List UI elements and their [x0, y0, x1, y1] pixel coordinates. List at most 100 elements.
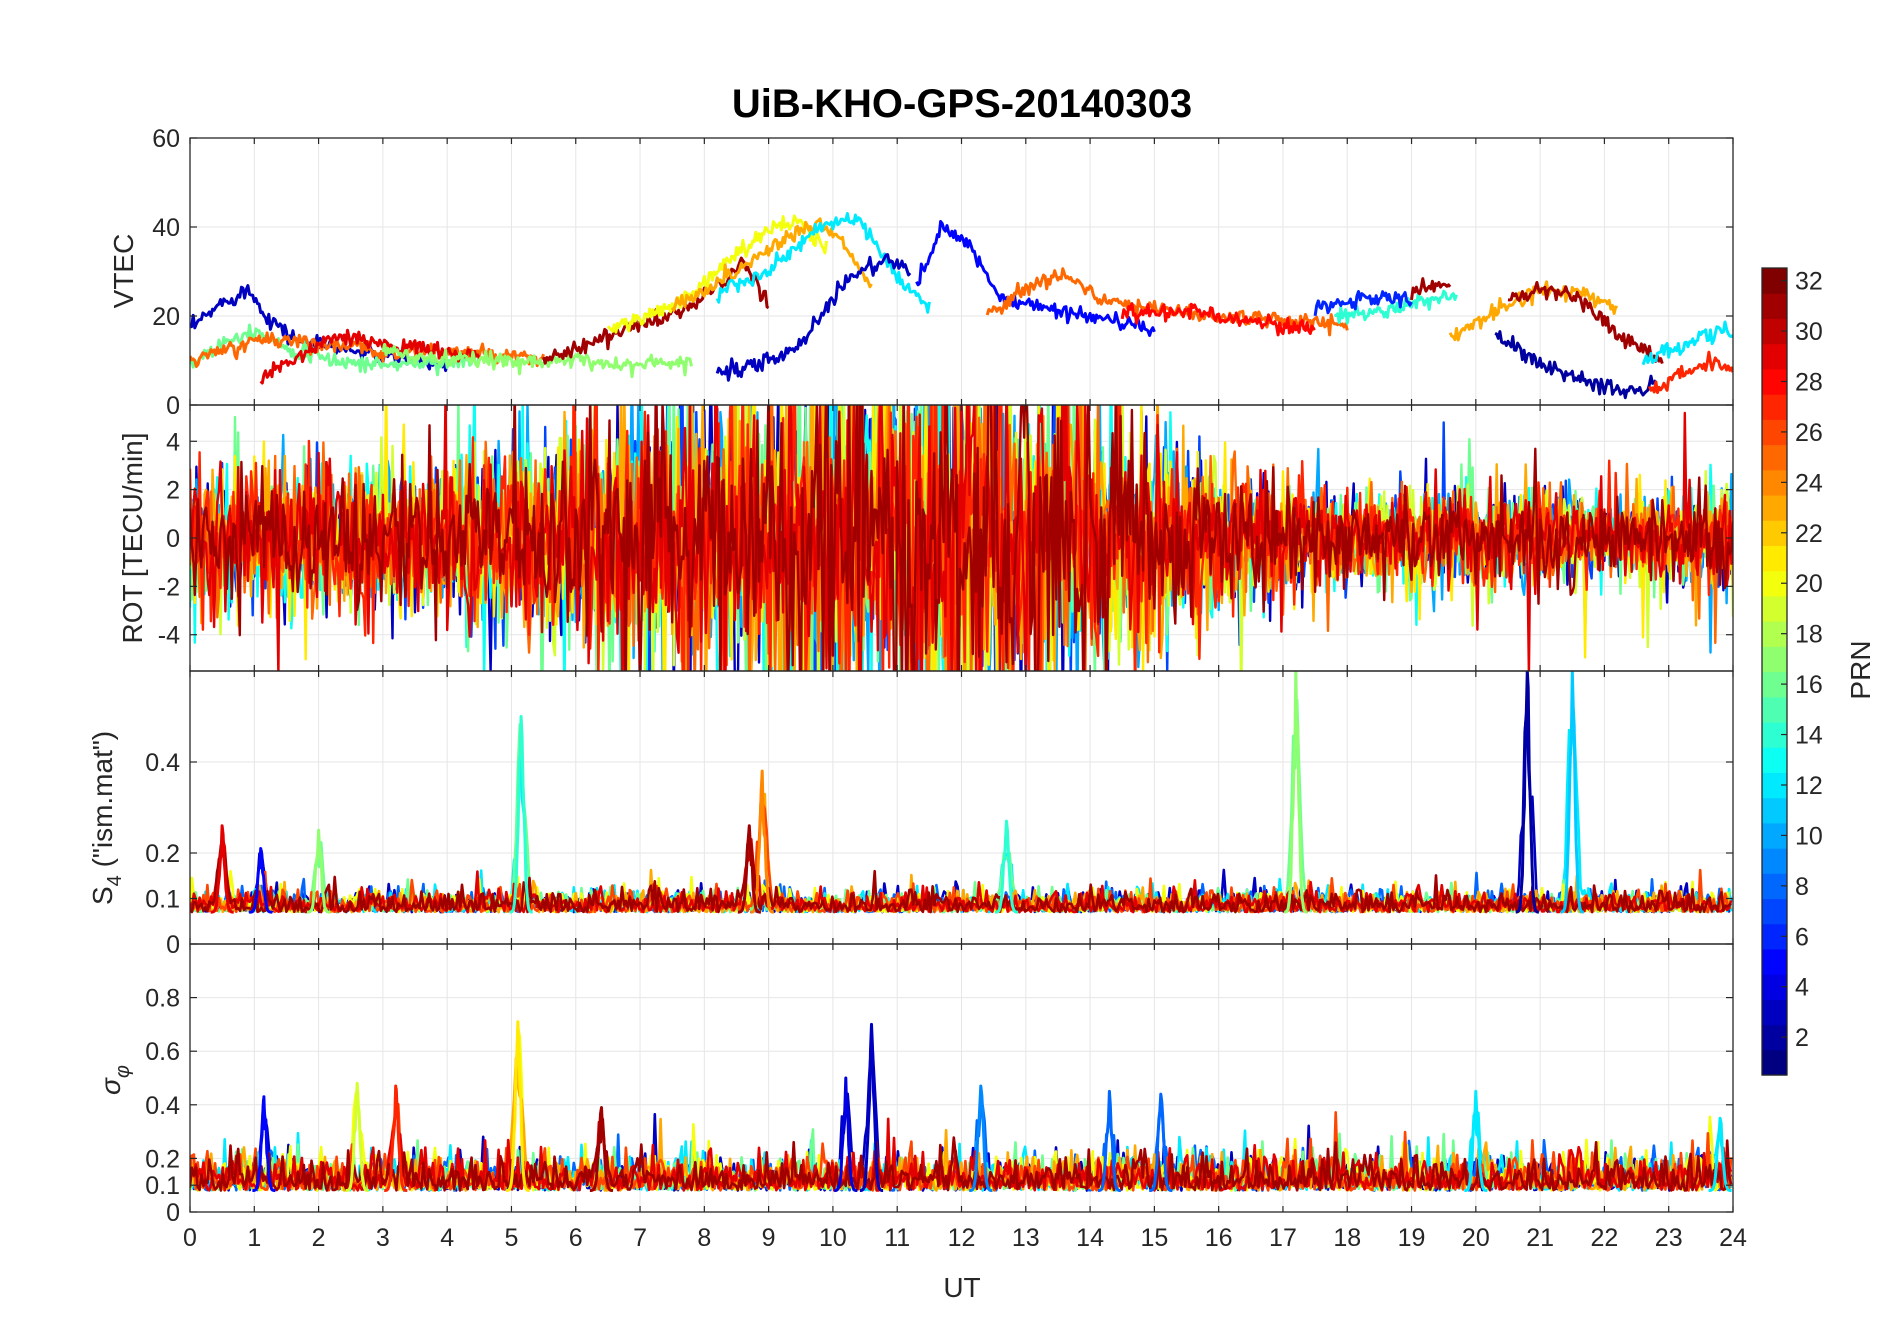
vtec-series-prn-23: [670, 217, 873, 312]
colorbar-swatch-prn-19: [1762, 595, 1787, 622]
x-tick-label: 18: [1333, 1224, 1361, 1252]
colorbar-swatch-prn-9: [1762, 848, 1787, 874]
colorbar-swatch-prn-23: [1762, 494, 1787, 521]
colorbar-tick-label: 26: [1795, 419, 1823, 447]
colorbar-label: PRN: [1845, 640, 1876, 699]
colorbar-tick-label: 30: [1795, 318, 1823, 346]
sigma_phi-spike-prn-3: [859, 1022, 884, 1192]
sigma_phi-spike-prn-4: [833, 1076, 858, 1193]
sigma_phi-axes-box: [189, 943, 1734, 1213]
colorbar-swatch-prn-13: [1762, 747, 1787, 773]
x-tick-label: 5: [505, 1224, 519, 1252]
x-tick-label: 10: [819, 1224, 847, 1252]
y-tick-label: 0: [166, 525, 180, 553]
sigma-phi-y-axis-label: σφ: [95, 1065, 134, 1095]
colorbar-tick-label: 8: [1795, 873, 1809, 901]
s4-series-prn-16: [190, 698, 1732, 914]
colorbar-swatch-prn-17: [1762, 646, 1787, 673]
colorbar-swatch-prn-29: [1762, 343, 1787, 370]
colorbar-swatch-prn-1: [1762, 1049, 1787, 1076]
y-tick-label: 0.1: [145, 886, 180, 914]
colorbar-tick-label: 14: [1795, 722, 1823, 750]
x-tick-label: 2: [312, 1224, 326, 1252]
chart-title: UiB-KHO-GPS-20140303: [732, 82, 1192, 126]
colorbar-swatch-prn-5: [1762, 948, 1787, 975]
vtec-series-prn-12: [715, 212, 931, 314]
colorbar-swatch-prn-31: [1762, 293, 1787, 320]
colorbar-tick-label: 28: [1795, 368, 1823, 396]
s4-series-prn-3: [190, 710, 1733, 914]
y-tick-label: 0: [166, 931, 180, 959]
sigma_phi-spike-prn-8: [1097, 1089, 1122, 1193]
colorbar-swatch-prn-3: [1762, 999, 1787, 1026]
x-tick-label: 3: [376, 1224, 390, 1252]
s4-spike-prn-17: [306, 828, 331, 914]
vtec-series-prn-5: [915, 220, 1156, 337]
vtec-series-prn-20: [606, 214, 828, 334]
x-tick-label: 11: [884, 1224, 910, 1252]
x-tick-label: 13: [1012, 1224, 1040, 1252]
x-tick-label: 19: [1398, 1224, 1426, 1252]
sigma_phi-spike-prn-19: [345, 1081, 370, 1193]
s4-spike-prn-29: [210, 824, 235, 914]
x-tick-label: 0: [183, 1224, 197, 1252]
colorbar-tick-label: 6: [1795, 923, 1809, 951]
colorbar-swatch-prn-15: [1762, 696, 1787, 723]
vtec-y-axis-label: VTEC: [108, 234, 139, 309]
y-tick-label: 0.8: [145, 985, 180, 1013]
s4-series-group: [190, 671, 1733, 914]
x-axis-label: UT: [943, 1272, 980, 1303]
y-tick-label: 0.6: [145, 1038, 180, 1066]
colorbar-frame: [1761, 267, 1788, 1076]
s4-spike-prn-5: [248, 847, 273, 914]
x-tick-label: 21: [1526, 1224, 1554, 1252]
sigma_phi-spike-prn-12: [1463, 1089, 1488, 1193]
rot-y-axis-label: ROT [TECU/min]: [117, 432, 148, 643]
colorbar-tick-label: 10: [1795, 822, 1823, 850]
y-tick-label: 0.2: [145, 1145, 180, 1173]
x-tick-label: 22: [1591, 1224, 1619, 1252]
y-tick-label: 60: [152, 125, 180, 153]
sigma_phi-spike-prn-12: [1708, 1116, 1733, 1193]
s4-spike-prn-17: [1283, 671, 1308, 914]
sigma_phi-spike-prn-9: [968, 1084, 993, 1192]
y-tick-label: 20: [152, 303, 180, 331]
y-tick-label: 4: [166, 428, 180, 456]
s4-y-axis-label: S4 ("ism.mat"): [87, 731, 126, 905]
colorbar-tick-label: 18: [1795, 621, 1823, 649]
s4-spike-prn-24: [750, 769, 775, 914]
sigma_phi-spike-prn-27: [383, 1084, 408, 1192]
vtec-series-prn-3: [715, 253, 912, 382]
sigma_phi-spike-prn-31: [589, 1106, 614, 1193]
x-tick-label: 24: [1719, 1224, 1747, 1252]
svg-text:σφ: σφ: [95, 1065, 134, 1095]
colorbar-tick-label: 20: [1795, 570, 1823, 598]
vtec-series-prn-12: [1641, 320, 1733, 366]
vtec-series-prn-23: [1448, 280, 1619, 342]
rot-series-prn-31: [190, 405, 1733, 671]
y-tick-label: 0: [166, 1199, 180, 1227]
y-tick-label: 0.2: [145, 840, 180, 868]
s4-series-prn-31: [190, 833, 1732, 914]
s4-spike-prn-14: [509, 715, 534, 914]
y-tick-label: 0.4: [145, 749, 180, 777]
x-tick-label: 12: [948, 1224, 976, 1252]
colorbar-tick-label: 24: [1795, 469, 1823, 497]
y-tick-label: 0.4: [145, 1092, 180, 1120]
sigma_phi-spike-prn-21: [505, 1020, 530, 1192]
x-tick-label: 14: [1076, 1224, 1104, 1252]
x-tick-label: 1: [247, 1224, 261, 1252]
x-tick-label: 23: [1655, 1224, 1683, 1252]
x-tick-label: 7: [633, 1224, 647, 1252]
vtec-series-prn-29: [259, 328, 481, 385]
colorbar-swatch-prn-7: [1762, 898, 1787, 925]
x-tick-label: 15: [1140, 1224, 1168, 1252]
x-tick-label: 16: [1205, 1224, 1233, 1252]
vtec-series-prn-28: [1120, 302, 1316, 337]
vtec-series-prn-6: [1313, 290, 1413, 317]
sigma_phi-series-prn-31: [190, 1117, 1733, 1192]
